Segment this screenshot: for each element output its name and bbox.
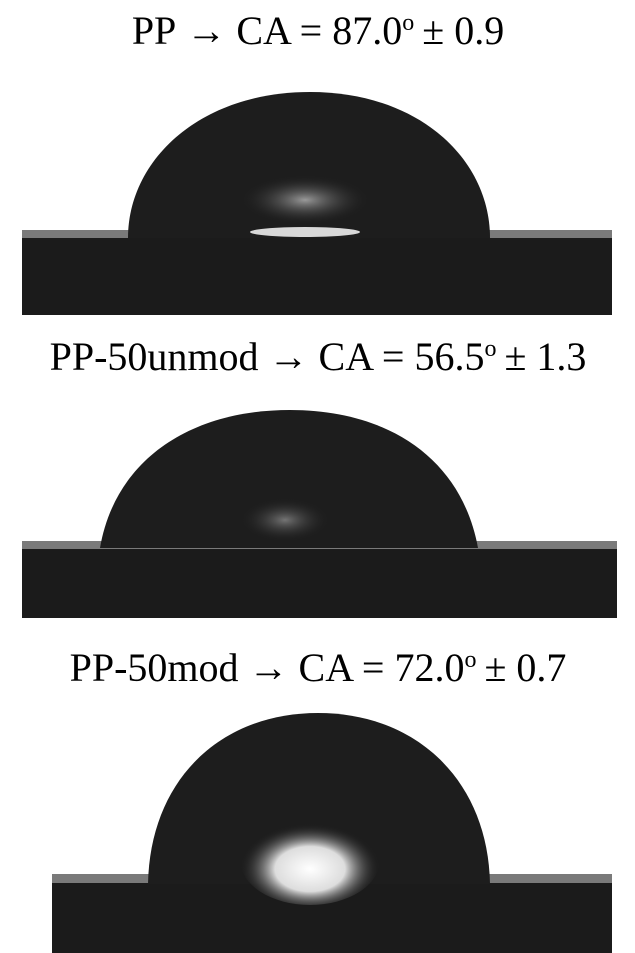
degree-sign: o xyxy=(402,10,414,36)
error-value: ± 0.9 xyxy=(422,8,504,53)
error-value: ± 1.3 xyxy=(504,334,586,379)
sample-name: PP xyxy=(132,8,177,53)
panel-title: PP-50mod→CA = 72.0o ± 0.7 xyxy=(70,645,567,690)
arrow: → xyxy=(186,8,226,53)
reflection xyxy=(240,498,330,542)
contact-angle: CA = 56.5 xyxy=(319,334,485,379)
figure: PP→CA = 87.0o± 0.9PP-50unmod→CA = 56.5o±… xyxy=(0,0,635,953)
degree-sign: o xyxy=(484,336,496,362)
droplet-image xyxy=(22,92,612,315)
droplet-image xyxy=(22,410,617,618)
substrate xyxy=(22,545,617,618)
panel-title: PP→CA = 87.0o ± 0.9 xyxy=(132,8,504,53)
arrow: → xyxy=(269,334,309,379)
panel-title: PP-50unmod→CA = 56.5o ± 1.3 xyxy=(50,334,587,379)
arrow: → xyxy=(249,645,289,690)
sample-name: PP-50unmod xyxy=(50,334,259,379)
sample-name: PP-50mod xyxy=(70,645,239,690)
reflection xyxy=(240,175,370,225)
reflection xyxy=(250,227,360,237)
error-value: ± 0.7 xyxy=(484,645,566,690)
contact-angle: CA = 72.0 xyxy=(299,645,465,690)
page: PP→CA = 87.0o± 0.9PP-50unmod→CA = 56.5o±… xyxy=(0,0,635,953)
reflection xyxy=(240,815,380,905)
contact-angle: CA = 87.0 xyxy=(236,8,402,53)
substrate xyxy=(22,232,612,315)
droplet-image xyxy=(52,713,612,953)
degree-sign: o xyxy=(464,647,476,673)
